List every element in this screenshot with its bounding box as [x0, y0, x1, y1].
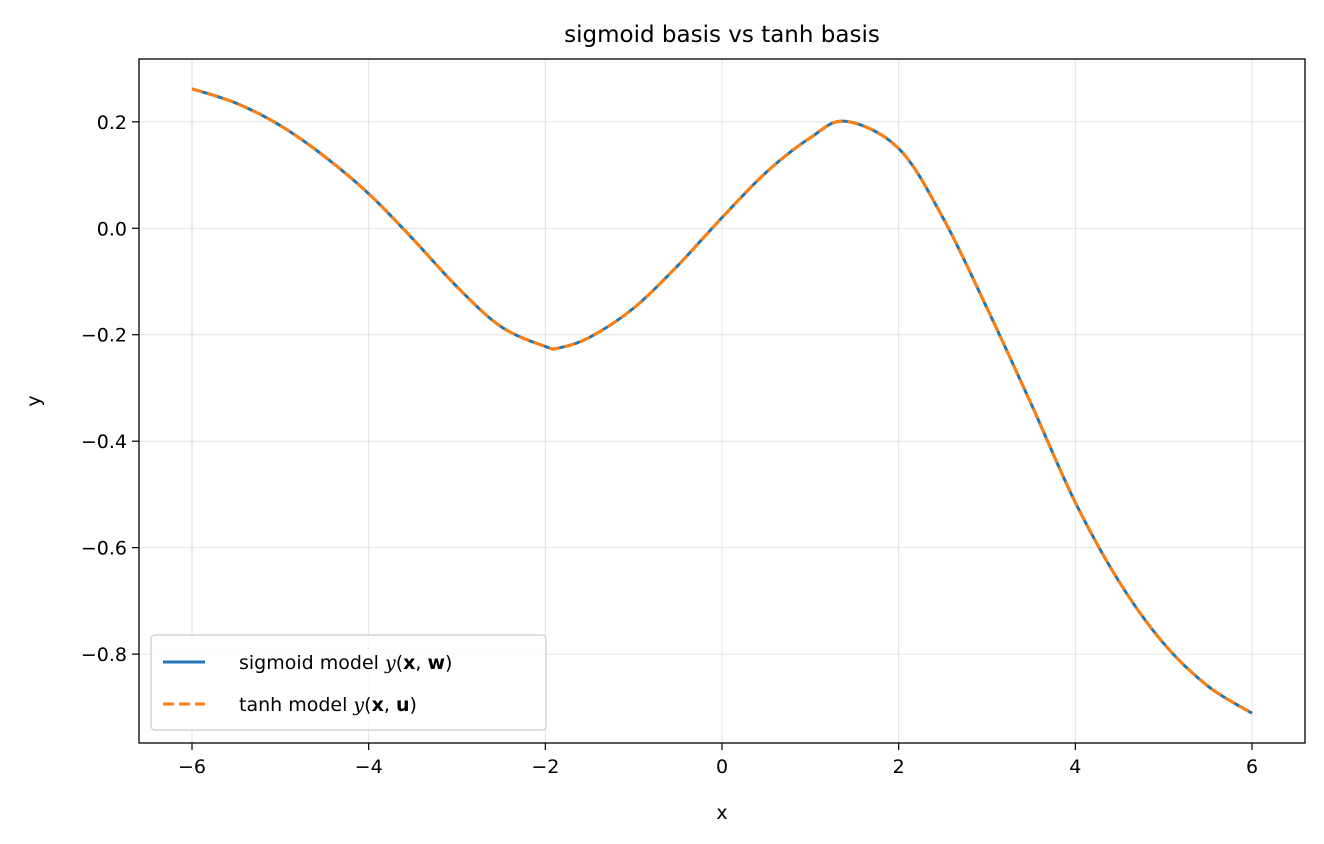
- y-tick-label: −0.8: [81, 644, 127, 666]
- y-tick-label: 0.2: [97, 112, 127, 134]
- y-tick-label: −0.6: [81, 538, 127, 560]
- legend: sigmoid model y(x, w) tanh model y(x, u): [150, 634, 547, 731]
- grid: [139, 59, 1305, 743]
- legend-label-tanh: tanh model y(x, u): [239, 694, 417, 716]
- plot-series: [191, 87, 1253, 715]
- x-tick-label: −2: [531, 756, 559, 778]
- x-tick-label: −6: [178, 756, 206, 778]
- x-tick-label: 6: [1246, 756, 1258, 778]
- x-tick-label: −4: [355, 756, 383, 778]
- x-tick-label: 2: [893, 756, 905, 778]
- chart-title: sigmoid basis vs tanh basis: [564, 22, 880, 48]
- y-axis: 0.2 0.0 −0.2 −0.4 −0.6 −0.8: [81, 112, 139, 666]
- x-axis-label: x: [716, 802, 727, 824]
- x-axis: −6 −4 −2 0 2 4 6: [178, 743, 1258, 778]
- x-tick-label: 4: [1069, 756, 1081, 778]
- legend-label-sigmoid: sigmoid model y(x, w): [239, 652, 452, 674]
- y-tick-label: 0.0: [97, 218, 127, 240]
- x-tick-label: 0: [716, 756, 728, 778]
- y-tick-label: −0.2: [81, 325, 127, 347]
- y-tick-label: −0.4: [81, 431, 127, 453]
- legend-box: [150, 634, 547, 731]
- y-axis-label: y: [23, 395, 45, 406]
- series-line-tanh: [191, 87, 1253, 715]
